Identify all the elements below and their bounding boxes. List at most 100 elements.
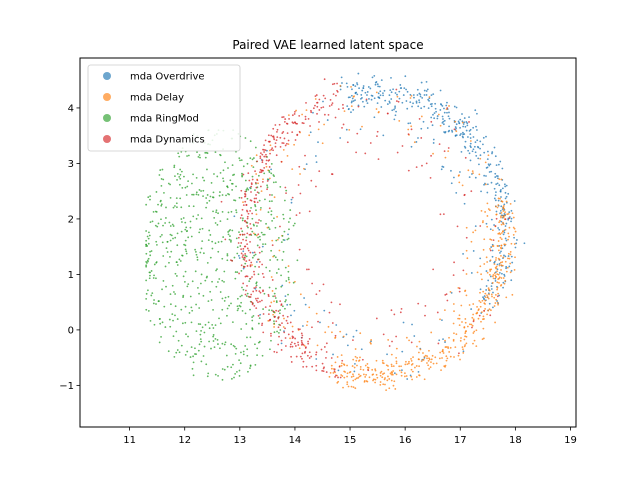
scatter-point-mda-dynamics xyxy=(255,221,257,224)
scatter-point-mda-ringmod xyxy=(167,350,170,353)
scatter-point-mda-delay xyxy=(412,356,414,359)
scatter-point-mda-overdrive xyxy=(496,300,498,302)
scatter-point-mda-delay xyxy=(298,347,301,350)
scatter-point-mda-dynamics xyxy=(261,299,263,302)
scatter-point-mda-ringmod xyxy=(200,360,203,363)
scatter-point-mda-dynamics xyxy=(294,345,297,347)
scatter-point-mda-ringmod xyxy=(209,256,212,259)
scatter-point-mda-dynamics xyxy=(257,314,260,317)
scatter-point-mda-ringmod xyxy=(191,309,194,312)
scatter-point-mda-delay xyxy=(509,251,512,253)
scatter-point-mda-ringmod xyxy=(145,243,148,246)
scatter-point-mda-ringmod xyxy=(180,308,183,311)
scatter-point-mda-delay xyxy=(501,261,504,263)
scatter-point-mda-delay xyxy=(481,221,484,224)
scatter-point-mda-delay xyxy=(340,374,343,376)
scatter-point-mda-delay xyxy=(482,248,485,251)
scatter-point-mda-ringmod xyxy=(277,331,280,334)
scatter-point-mda-delay xyxy=(299,293,302,296)
scatter-point-mda-delay xyxy=(283,317,285,320)
scatter-point-mda-delay xyxy=(356,364,358,367)
scatter-point-mda-ringmod xyxy=(189,356,192,358)
scatter-point-mda-overdrive xyxy=(499,160,502,163)
scatter-point-mda-dynamics xyxy=(281,142,284,144)
scatter-point-mda-dynamics xyxy=(246,265,249,267)
scatter-point-mda-dynamics xyxy=(256,160,259,163)
scatter-point-mda-ringmod xyxy=(264,198,266,201)
scatter-point-mda-delay xyxy=(512,216,515,219)
scatter-point-mda-dynamics xyxy=(299,355,302,358)
scatter-point-mda-dynamics xyxy=(395,335,398,338)
scatter-point-mda-ringmod xyxy=(245,323,248,325)
scatter-point-mda-dynamics xyxy=(291,196,294,199)
scatter-point-mda-overdrive xyxy=(473,145,476,148)
scatter-point-mda-dynamics xyxy=(251,178,254,181)
scatter-point-mda-dynamics xyxy=(250,300,253,303)
scatter-point-mda-delay xyxy=(464,332,467,335)
scatter-point-mda-dynamics xyxy=(322,367,325,370)
scatter-point-mda-dynamics xyxy=(290,355,292,358)
scatter-point-mda-ringmod xyxy=(179,173,182,176)
scatter-point-mda-ringmod xyxy=(179,177,182,180)
scatter-point-mda-overdrive xyxy=(494,199,497,202)
scatter-point-mda-ringmod xyxy=(206,168,208,171)
scatter-point-mda-dynamics xyxy=(262,331,265,334)
scatter-point-mda-delay xyxy=(459,339,462,342)
scatter-point-mda-overdrive xyxy=(450,291,453,294)
scatter-point-mda-overdrive xyxy=(421,97,424,99)
scatter-point-mda-ringmod xyxy=(256,225,258,227)
x-tick-label: 17 xyxy=(454,435,467,446)
scatter-point-mda-delay xyxy=(314,98,317,100)
scatter-point-mda-delay xyxy=(398,120,401,122)
scatter-point-mda-ringmod xyxy=(285,189,288,192)
scatter-point-mda-dynamics xyxy=(301,336,303,339)
x-tick-label: 19 xyxy=(564,435,577,446)
scatter-point-mda-overdrive xyxy=(402,321,405,324)
scatter-point-mda-ringmod xyxy=(203,345,206,348)
scatter-point-mda-dynamics xyxy=(337,376,339,379)
scatter-point-mda-ringmod xyxy=(221,279,224,282)
scatter-point-mda-overdrive xyxy=(474,225,477,228)
scatter-point-mda-dynamics xyxy=(400,307,403,310)
scatter-point-mda-delay xyxy=(303,167,305,170)
scatter-point-mda-delay xyxy=(400,374,403,377)
scatter-point-mda-delay xyxy=(253,232,255,235)
scatter-point-mda-ringmod xyxy=(199,156,201,159)
scatter-point-mda-delay xyxy=(441,357,443,359)
scatter-point-mda-overdrive xyxy=(401,350,404,353)
scatter-point-mda-overdrive xyxy=(340,76,343,79)
scatter-point-mda-ringmod xyxy=(265,222,267,225)
scatter-point-mda-delay xyxy=(251,264,253,266)
scatter-point-mda-delay xyxy=(415,365,418,367)
scatter-point-mda-ringmod xyxy=(280,241,283,244)
scatter-point-mda-delay xyxy=(400,365,402,368)
scatter-point-mda-ringmod xyxy=(293,222,296,225)
scatter-point-mda-delay xyxy=(464,290,466,292)
scatter-point-mda-overdrive xyxy=(469,133,472,136)
scatter-point-mda-delay xyxy=(487,309,490,312)
scatter-point-mda-ringmod xyxy=(224,161,226,164)
scatter-point-mda-overdrive xyxy=(443,111,446,114)
scatter-point-mda-delay xyxy=(351,365,354,367)
scatter-point-mda-delay xyxy=(269,144,272,147)
scatter-point-mda-ringmod xyxy=(154,224,157,227)
scatter-point-mda-overdrive xyxy=(513,236,515,239)
scatter-point-mda-ringmod xyxy=(238,375,241,377)
scatter-point-mda-delay xyxy=(390,363,393,366)
scatter-point-mda-ringmod xyxy=(209,234,212,236)
scatter-point-mda-overdrive xyxy=(444,341,446,343)
scatter-point-mda-delay xyxy=(428,358,431,361)
scatter-point-mda-delay xyxy=(504,260,507,263)
scatter-point-mda-overdrive xyxy=(319,321,321,324)
scatter-point-mda-delay xyxy=(272,313,275,316)
scatter-point-mda-delay xyxy=(255,173,258,175)
scatter-point-mda-ringmod xyxy=(197,156,200,158)
scatter-point-mda-delay xyxy=(391,373,394,376)
scatter-point-mda-dynamics xyxy=(298,130,301,133)
scatter-point-mda-ringmod xyxy=(251,230,254,233)
scatter-point-mda-overdrive xyxy=(471,150,474,153)
scatter-point-mda-overdrive xyxy=(462,125,465,128)
scatter-point-mda-dynamics xyxy=(259,155,262,158)
scatter-point-mda-overdrive xyxy=(490,170,493,173)
scatter-point-mda-dynamics xyxy=(265,153,267,156)
